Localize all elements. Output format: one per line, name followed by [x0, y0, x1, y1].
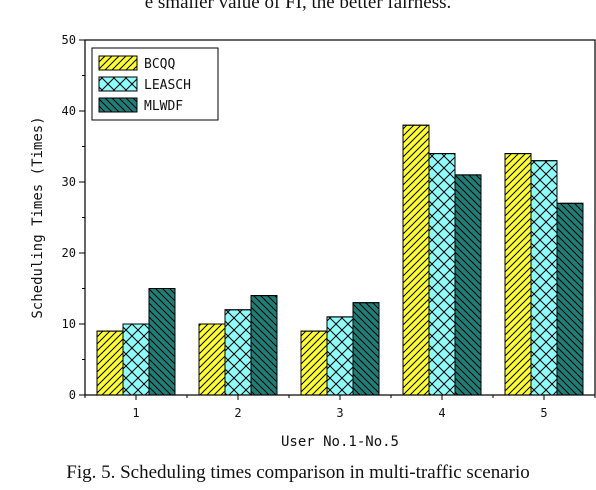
legend: BCQQ LEASCH MLWDF [91, 47, 219, 121]
legend-swatch-hatch-leasch [98, 76, 138, 92]
bars-group [96, 124, 584, 396]
bar-hatch-mlwdf-user-5 [556, 202, 584, 396]
x-tick-label: 1 [132, 406, 139, 420]
bar-hatch-bcqq-user-2 [198, 323, 226, 396]
legend-label-bcqq: BCQQ [144, 57, 175, 72]
y-axis-title: Scheduling Times (Times) [30, 116, 46, 318]
axes-group: 0 10 20 30 40 50 1 2 3 4 5 [62, 33, 596, 420]
bar-hatch-leasch-user-5 [530, 160, 558, 396]
y-tick-label: 40 [62, 104, 76, 118]
figure-caption: Fig. 5. Scheduling times comparison in m… [66, 462, 530, 483]
x-axis-title: User No.1-No.5 [281, 434, 399, 450]
bar-hatch-leasch-user-4 [428, 153, 456, 396]
y-tick-label: 30 [62, 175, 76, 189]
bar-hatch-leasch-user-2 [224, 309, 252, 396]
legend-label-mlwdf: MLWDF [144, 99, 183, 114]
x-tick-label: 4 [438, 406, 445, 420]
x-tick-label: 2 [234, 406, 241, 420]
bar-hatch-bcqq-user-4 [402, 124, 430, 396]
bar-hatch-bcqq-user-3 [300, 330, 328, 396]
bar-hatch-mlwdf-user-1 [148, 288, 176, 396]
bar-hatch-bcqq-user-1 [96, 330, 124, 396]
legend-label-leasch: LEASCH [144, 78, 191, 93]
bar-chart: 0 10 20 30 40 50 1 2 3 4 5 BCQQ LEASCH MLWDF Schedul… [30, 33, 596, 450]
top-text-fragment: e smaller value of FI, the better fairne… [144, 0, 452, 13]
x-tick-label: 3 [336, 406, 343, 420]
x-tick-label: 5 [540, 406, 547, 420]
y-tick-label: 50 [62, 33, 76, 47]
y-tick-label: 0 [69, 388, 76, 402]
bar-hatch-mlwdf-user-3 [352, 302, 380, 396]
bar-hatch-mlwdf-user-4 [454, 174, 482, 396]
bar-hatch-leasch-user-3 [326, 316, 354, 396]
bar-hatch-leasch-user-1 [122, 323, 150, 396]
legend-swatch-hatch-mlwdf [98, 97, 138, 113]
bar-hatch-mlwdf-user-2 [250, 295, 278, 396]
bar-hatch-bcqq-user-5 [504, 153, 532, 396]
y-tick-label: 20 [62, 246, 76, 260]
legend-swatch-hatch-bcqq [98, 55, 138, 71]
y-tick-label: 10 [62, 317, 76, 331]
